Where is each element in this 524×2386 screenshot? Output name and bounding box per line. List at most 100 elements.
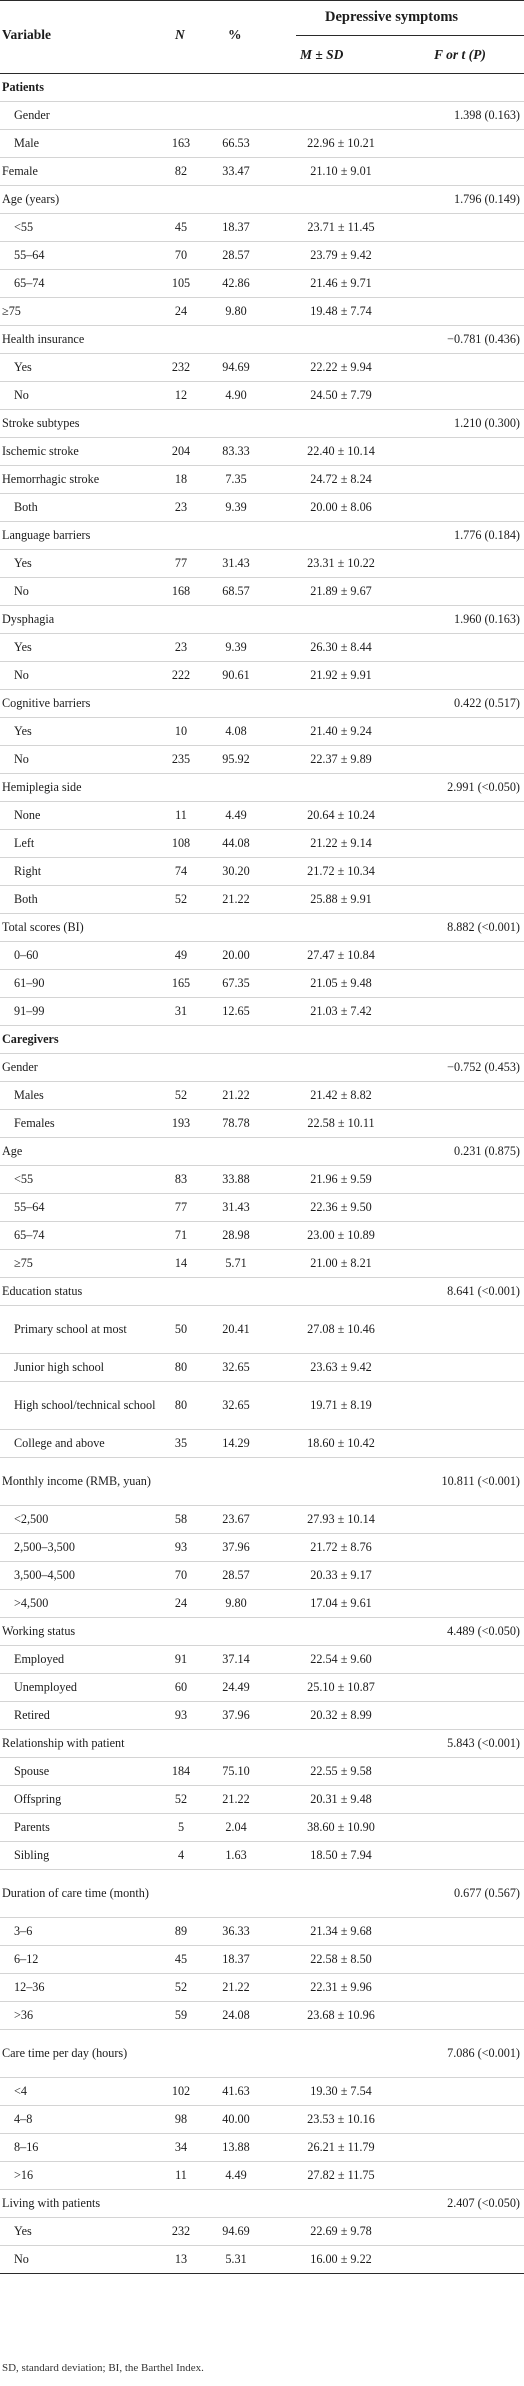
table-row: Age 0.231 (0.875) [0,1138,524,1166]
row-mean-sd-text: 26.21 ± 11.79 [307,2140,375,2154]
row-mean-sd [266,914,416,941]
row-mean-sd [266,1458,416,1505]
row-mean-sd-text: 21.34 ± 9.68 [310,1924,372,1938]
row-mean-sd-text: 21.72 ± 8.76 [310,1540,372,1554]
row-f-or-t [418,1026,524,1053]
row-percent-text: 24.08 [222,2008,250,2022]
row-mean-sd-text: 27.93 ± 10.14 [307,1512,375,1526]
row-variable: Offspring [14,1786,210,1813]
row-mean-sd: 23.71 ± 11.45 [266,214,416,241]
row-mean-sd: 23.63 ± 9.42 [266,1354,416,1381]
row-n: 163 [156,130,206,157]
row-n-text: 23 [174,500,188,514]
row-n-text: 35 [174,1436,188,1450]
row-percent: 14.29 [208,1430,264,1457]
row-f-or-t [418,858,524,885]
row-percent: 9.80 [208,1590,264,1617]
row-mean-sd: 21.03 ± 7.42 [266,998,416,1025]
table-row: None 11 4.49 20.64 ± 10.24 [0,802,524,830]
table-row: Females 193 78.78 22.58 ± 10.11 [0,1110,524,1138]
row-mean-sd: 25.10 ± 10.87 [266,1674,416,1701]
row-mean-sd-text: 21.22 ± 9.14 [310,836,372,850]
row-n-text: 204 [171,444,191,458]
table-row: Unemployed 60 24.49 25.10 ± 10.87 [0,1674,524,1702]
table-row: 8–16 34 13.88 26.21 ± 11.79 [0,2134,524,2162]
row-n-text: 70 [174,1568,188,1582]
row-n [156,102,206,129]
row-n [156,1278,206,1305]
row-variable: 12–36 [14,1974,210,2001]
row-mean-sd: 16.00 ± 9.22 [266,2246,416,2273]
row-n: 80 [156,1382,206,1429]
row-n-text: 108 [171,836,191,850]
row-percent: 4.49 [208,802,264,829]
row-n: 232 [156,354,206,381]
header-depressive-symptoms: Depressive symptoms [325,9,459,25]
table-row: Primary school at most 50 20.41 27.08 ± 10.… [0,1306,524,1354]
row-f-or-t [418,1110,524,1137]
table-row: ≥75 24 9.80 19.48 ± 7.74 [0,298,524,326]
row-mean-sd: 22.54 ± 9.60 [266,1646,416,1673]
row-f-or-t [418,942,524,969]
row-n: 52 [156,1082,206,1109]
row-variable: ≥75 [14,1250,210,1277]
row-percent-text: 5.71 [225,1256,247,1270]
row-f-or-t [418,74,524,101]
row-n-text: 18 [174,472,188,486]
row-variable-text: Yes [14,640,32,654]
row-percent-text: 37.14 [222,1652,250,1666]
row-n: 70 [156,242,206,269]
row-n-text: 222 [171,668,191,682]
row-n: 102 [156,2078,206,2105]
table-row: 65–74 71 28.98 23.00 ± 10.89 [0,1222,524,1250]
row-f-or-t [418,354,524,381]
row-n-text: 93 [174,1540,188,1554]
row-percent: 75.10 [208,1758,264,1785]
row-mean-sd-text: 26.30 ± 8.44 [310,640,372,654]
row-n: 49 [156,942,206,969]
row-variable: 6–12 [14,1946,210,1973]
row-variable: No [14,2246,210,2273]
row-variable: Age [2,1138,198,1165]
row-variable-text: Monthly income (RMB, yuan) [2,1474,151,1488]
row-mean-sd: 27.82 ± 11.75 [266,2162,416,2189]
row-mean-sd-text: 23.00 ± 10.89 [307,1228,375,1242]
row-variable: <55 [14,214,210,241]
row-mean-sd: 21.34 ± 9.68 [266,1918,416,1945]
row-variable: Sibling [14,1842,210,1869]
row-n: 23 [156,634,206,661]
row-variable-text: Education status [2,1284,83,1298]
row-percent [208,1458,264,1505]
row-mean-sd-text: 22.36 ± 9.50 [310,1200,372,1214]
table-row: Care time per day (hours) 7.086 (<0.001) [0,2030,524,2078]
row-mean-sd-text: 23.68 ± 10.96 [307,2008,375,2022]
row-variable: Both [14,886,210,913]
row-percent: 20.41 [208,1306,264,1353]
row-n-text: 105 [171,276,191,290]
row-mean-sd: 21.92 ± 9.91 [266,662,416,689]
row-mean-sd-text: 22.31 ± 9.96 [310,1980,372,1994]
row-f-or-t [418,1974,524,2001]
row-f-or-t: 5.843 (<0.001) [418,1730,524,1757]
row-f-or-t: 2.991 (<0.050) [418,774,524,801]
row-percent-text: 13.88 [222,2140,250,2154]
row-n: 93 [156,1534,206,1561]
row-variable: Dysphagia [2,606,198,633]
row-n: 168 [156,578,206,605]
row-mean-sd-text: 17.04 ± 9.61 [310,1596,372,1610]
row-variable: Living with patients [2,2190,198,2217]
row-variable: Unemployed [14,1674,210,1701]
row-mean-sd: 23.79 ± 9.42 [266,242,416,269]
row-f-or-t-text: 7.086 (<0.001) [447,2046,520,2060]
table-row: ≥75 14 5.71 21.00 ± 8.21 [0,1250,524,1278]
row-f-or-t [418,578,524,605]
row-percent [208,2190,264,2217]
row-mean-sd-text: 18.60 ± 10.42 [307,1436,375,1450]
row-f-or-t [418,2106,524,2133]
row-mean-sd: 26.30 ± 8.44 [266,634,416,661]
row-percent: 37.96 [208,1534,264,1561]
row-variable-text: Junior high school [14,1360,105,1374]
row-variable-text: Offspring [14,1792,62,1806]
row-variable-text: Males [14,1088,44,1102]
row-variable: Hemorrhagic stroke [2,466,198,493]
